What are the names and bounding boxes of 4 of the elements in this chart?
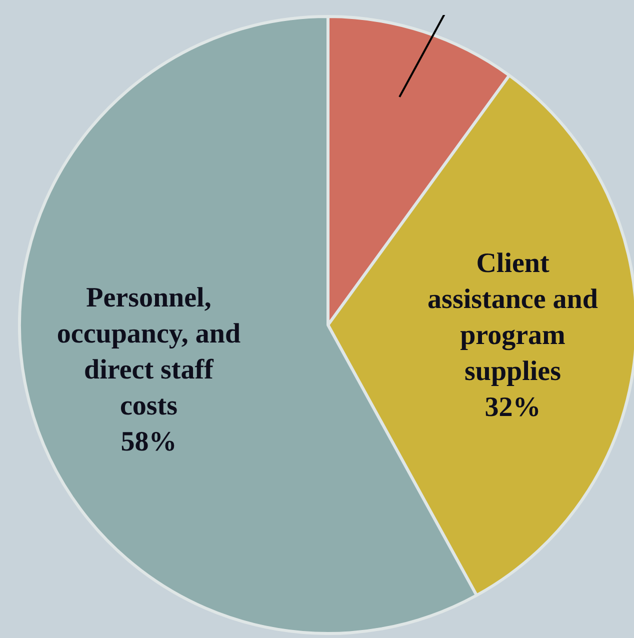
data-label: 32% [484, 392, 541, 423]
slice-label: Personnel, occupancy, and direct staff costs [56, 282, 241, 422]
data-label: 58% [120, 426, 177, 458]
slice-label: Client assistance and program supplies [428, 248, 598, 387]
